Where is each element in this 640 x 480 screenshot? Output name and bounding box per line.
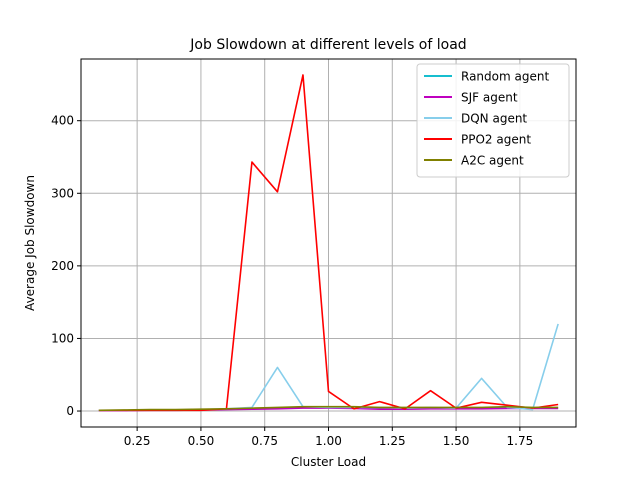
legend: Random agent SJF agent DQN agent PPO2 agent… xyxy=(416,63,570,178)
y-tick-label: 300 xyxy=(51,186,74,200)
legend-box xyxy=(416,63,570,178)
x-tick-label: 1.00 xyxy=(315,434,342,448)
legend-label: A2C agent xyxy=(461,154,524,168)
legend-label: DQN agent xyxy=(461,112,527,126)
y-axis-title: Average Job Slowdown xyxy=(23,175,37,311)
x-tick-label: 0.50 xyxy=(188,434,215,448)
series-lines xyxy=(98,74,559,412)
axis-ticks: 0.25 0.50 0.75 1.00 1.25 1.50 1.75 0 100 200 300 40… xyxy=(51,114,533,448)
x-tick-label: 0.75 xyxy=(251,434,278,448)
y-tick-label: 400 xyxy=(51,114,74,128)
x-tick-label: 1.25 xyxy=(379,434,406,448)
y-tick-label: 0 xyxy=(66,404,74,418)
chart-title: Job Slowdown at different levels of load xyxy=(189,37,466,53)
x-tick-label: 1.75 xyxy=(507,434,534,448)
x-axis-title: Cluster Load xyxy=(291,455,366,469)
legend-label: SJF agent xyxy=(461,91,518,105)
series-line-a2c-agent xyxy=(98,405,559,412)
y-tick-label: 100 xyxy=(51,331,74,345)
x-tick-label: 1.50 xyxy=(443,434,470,448)
legend-label: Random agent xyxy=(461,70,549,84)
legend-label: PPO2 agent xyxy=(461,133,531,147)
y-tick-label: 200 xyxy=(51,259,74,273)
x-tick-label: 0.25 xyxy=(124,434,151,448)
